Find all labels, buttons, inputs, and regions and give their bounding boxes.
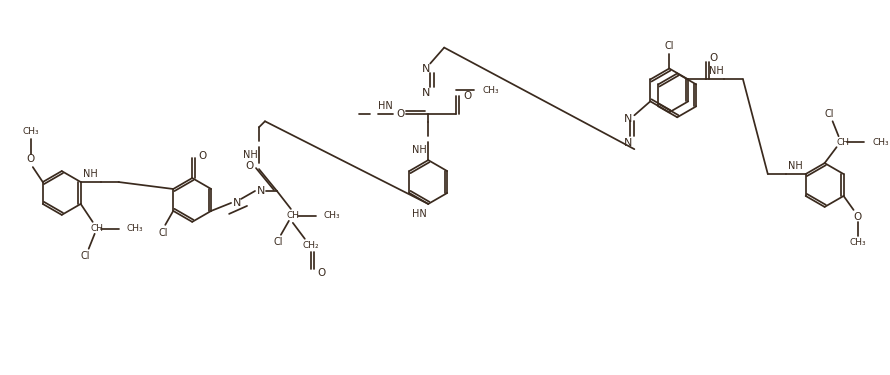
Text: NH: NH (412, 145, 426, 155)
Text: CH₃: CH₃ (126, 224, 143, 233)
Text: NH: NH (708, 66, 724, 76)
Text: HN: HN (412, 209, 426, 219)
Text: CH₃: CH₃ (324, 211, 340, 220)
Text: CH₃: CH₃ (22, 127, 39, 136)
Text: O: O (463, 92, 471, 101)
Text: Cl: Cl (158, 228, 168, 238)
Text: CH₃: CH₃ (849, 238, 866, 247)
Text: Cl: Cl (665, 40, 674, 51)
Text: N: N (422, 88, 431, 98)
Text: N: N (624, 138, 633, 148)
Text: NH: NH (789, 161, 803, 171)
Text: Cl: Cl (825, 109, 834, 119)
Text: CH₃: CH₃ (482, 86, 498, 95)
Text: O: O (318, 268, 326, 278)
Text: O: O (198, 151, 206, 161)
Text: Cl: Cl (81, 251, 91, 261)
Text: O: O (854, 212, 862, 222)
Text: CH₃: CH₃ (872, 138, 889, 147)
Text: O: O (396, 109, 404, 119)
Text: Cl: Cl (273, 237, 283, 247)
Text: N: N (233, 198, 241, 208)
Text: CH: CH (90, 224, 103, 233)
Text: O: O (709, 53, 717, 63)
Text: CH: CH (287, 211, 299, 220)
Text: N: N (624, 114, 633, 124)
Text: HN: HN (378, 101, 392, 111)
Text: O: O (27, 154, 35, 164)
Text: O: O (245, 161, 253, 171)
Text: CH₂: CH₂ (303, 241, 320, 250)
Text: NH: NH (84, 169, 98, 179)
Text: N: N (422, 64, 431, 75)
Text: NH: NH (243, 150, 257, 160)
Text: CH: CH (836, 138, 849, 147)
Text: N: N (257, 186, 265, 196)
